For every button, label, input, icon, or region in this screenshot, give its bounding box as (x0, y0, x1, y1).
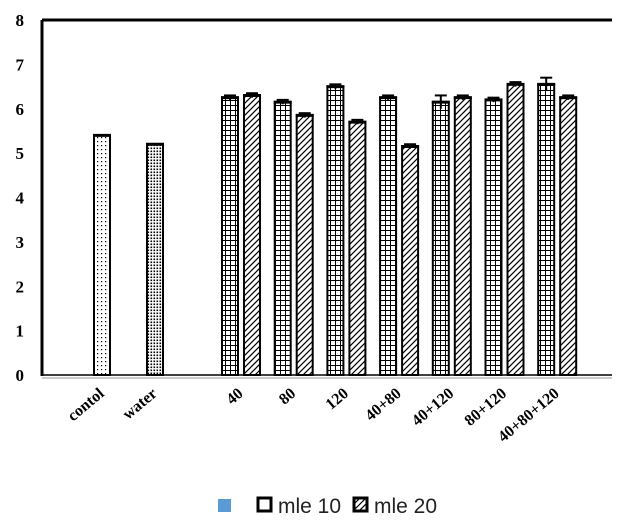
x-tick-label: 120 (323, 385, 352, 413)
bar-series-1 (326, 85, 345, 376)
y-tick-label: 1 (16, 322, 25, 341)
y-tick-label: 2 (16, 277, 25, 296)
bar-series-1 (379, 96, 398, 376)
legend-marker-series-2 (352, 496, 369, 513)
bars-group (93, 76, 578, 376)
bar-series-2 (559, 96, 578, 376)
y-tick-label: 0 (16, 366, 25, 385)
y-tick-label: 6 (16, 100, 25, 119)
x-axis-ticks: contol water 40 80 120 40+80 40+120 80+12040+80… (65, 385, 563, 446)
bar-series-1 (273, 101, 292, 376)
x-tick-label: 40 (223, 385, 246, 408)
bar-series-2 (506, 83, 525, 376)
y-tick-label: 4 (16, 189, 25, 208)
legend: mle 10 mle 20 (218, 495, 437, 518)
bar-series-1 (221, 96, 239, 376)
x-tick-label: 80 (276, 385, 299, 408)
y-axis-ticks: 0 1 2 3 4 5 6 7 8 (16, 11, 25, 385)
legend-blank-marker (218, 499, 231, 512)
bar-series-2 (295, 114, 314, 376)
y-tick-label: 7 (16, 55, 25, 74)
bar-series-1 (484, 98, 503, 376)
bar-series-2 (401, 145, 420, 376)
x-tick-label: contol (65, 385, 108, 425)
bar-water (146, 143, 164, 376)
x-tick-label: 40+120 (409, 385, 458, 430)
y-tick-label: 8 (16, 11, 25, 30)
bar-series-2 (348, 121, 367, 376)
bar-contol (93, 134, 111, 376)
legend-marker-series-1 (256, 496, 273, 513)
bar-series-1 (537, 83, 556, 376)
x-tick-label: water (120, 385, 161, 423)
y-tick-label: 3 (16, 233, 25, 252)
x-tick-label: 80+120 (462, 385, 511, 430)
legend-label-series-1: mle 10 (278, 495, 341, 518)
bar-series-2 (243, 94, 261, 376)
legend-label-series-2: mle 20 (374, 495, 437, 518)
y-tick-label: 5 (16, 144, 25, 163)
bar-series-2 (453, 96, 472, 376)
x-tick-label: 40+80 (362, 385, 404, 424)
bar-series-1 (431, 101, 450, 376)
